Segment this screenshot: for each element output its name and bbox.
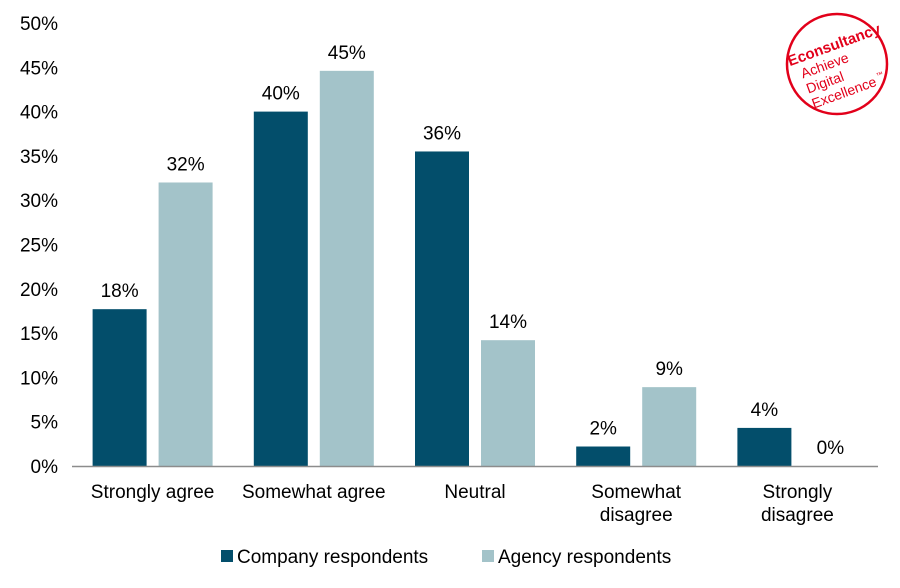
econsultancy-logo: Econsultancy Achieve Digital Excellence … xyxy=(785,12,889,116)
data-label: 36% xyxy=(423,123,461,144)
logo-tm: ™ xyxy=(876,71,885,80)
y-tick-label: 0% xyxy=(31,457,59,478)
x-tick-label: Strongly xyxy=(763,482,833,503)
y-tick-label: 15% xyxy=(20,324,58,345)
y-tick-label: 40% xyxy=(20,103,58,124)
legend-label: Agency respondents xyxy=(498,547,671,568)
y-tick-label: 5% xyxy=(31,413,59,434)
x-tick-label: Strongly agree xyxy=(91,482,215,503)
bar-agency xyxy=(319,70,374,467)
bar-company xyxy=(576,446,631,466)
y-tick-label: 25% xyxy=(20,236,58,257)
x-tick-label: disagree xyxy=(600,505,673,526)
x-tick-label: Neutral xyxy=(444,482,505,503)
logo-ring xyxy=(785,12,889,116)
legend: Company respondents Agency respondents xyxy=(221,547,671,568)
data-label: 32% xyxy=(167,154,205,175)
y-tick-label: 50% xyxy=(20,14,58,35)
y-tick-label: 30% xyxy=(20,191,58,212)
x-tick-label: disagree xyxy=(761,505,834,526)
y-tick-label: 45% xyxy=(20,58,58,79)
data-label: 45% xyxy=(328,43,366,64)
y-axis: 0% 5% 10% 15% 20% 25% 30% 35% 40% 45% 50% xyxy=(20,14,58,478)
data-label: 4% xyxy=(751,400,779,421)
data-label: 40% xyxy=(262,84,300,105)
x-tick-label: Somewhat xyxy=(591,482,681,503)
bar-company xyxy=(415,151,469,466)
bar-company xyxy=(737,427,792,466)
legend-swatch-company xyxy=(221,550,233,562)
bar-agency xyxy=(642,387,697,466)
data-label: 0% xyxy=(817,438,845,459)
data-labels: 18% 32% 40% 45% 36% 14% 2% 9% 4% 0% xyxy=(101,43,845,459)
bar-company xyxy=(92,309,147,466)
bar-company xyxy=(253,111,308,466)
data-label: 2% xyxy=(589,419,617,440)
x-axis: Strongly agree Somewhat agree Neutral Somew… xyxy=(72,465,878,526)
bar-agency xyxy=(481,340,535,466)
legend-label: Company respondents xyxy=(237,547,428,568)
bar-agency xyxy=(158,182,213,467)
data-label: 18% xyxy=(101,281,139,302)
bars xyxy=(92,70,792,467)
x-tick-label: Somewhat agree xyxy=(242,482,386,503)
y-tick-label: 10% xyxy=(20,368,58,389)
data-label: 14% xyxy=(489,312,527,333)
legend-swatch-agency xyxy=(482,550,494,562)
data-label: 9% xyxy=(655,359,683,380)
y-tick-label: 35% xyxy=(20,147,58,168)
y-tick-label: 20% xyxy=(20,280,58,301)
